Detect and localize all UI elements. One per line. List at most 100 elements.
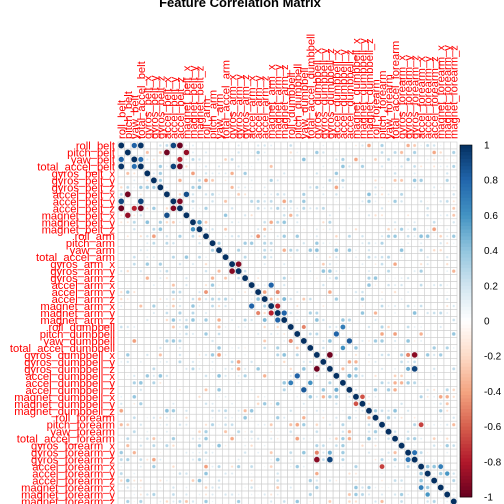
matrix-cell [443, 379, 451, 387]
matrix-cell [182, 358, 191, 366]
correlation-circle [269, 220, 274, 225]
matrix-cell [228, 337, 236, 345]
matrix-cell [437, 337, 445, 345]
correlation-circle [374, 486, 377, 489]
correlation-circle [244, 346, 247, 349]
correlation-circle [237, 458, 240, 461]
correlation-circle [315, 374, 319, 378]
correlation-circle [452, 472, 456, 476]
correlation-circle [335, 151, 338, 154]
matrix-cell [371, 141, 380, 150]
colorbar-tick-label: 0.4 [484, 246, 498, 257]
matrix-cell [332, 483, 340, 492]
correlation-circle [145, 150, 150, 155]
correlation-circle [418, 484, 424, 491]
correlation-circle [367, 325, 371, 329]
column-label: accel_forearm_z [429, 56, 441, 139]
correlation-circle [139, 277, 142, 280]
correlation-circle [204, 283, 208, 287]
correlation-circle [176, 198, 184, 205]
matrix-cell [300, 183, 308, 192]
matrix-cell [248, 379, 256, 387]
correlation-circle [139, 486, 142, 489]
matrix-cell [267, 379, 275, 387]
matrix-cell [398, 386, 406, 394]
correlation-circle [262, 248, 267, 252]
matrix-cell [384, 490, 393, 499]
colorbar-segment [460, 384, 472, 389]
correlation-circle [236, 248, 241, 253]
correlation-circle [437, 463, 444, 470]
matrix-cell [222, 141, 230, 150]
correlation-circle [283, 228, 286, 231]
correlation-circle [445, 409, 449, 413]
correlation-circle [170, 142, 177, 149]
matrix-cell [404, 399, 412, 408]
correlation-circle [211, 319, 214, 321]
correlation-circle [124, 191, 131, 198]
matrix-cell [450, 323, 458, 331]
correlation-circle [236, 499, 241, 504]
matrix-cell [261, 455, 269, 464]
correlation-circle [308, 185, 312, 189]
correlation-circle [178, 325, 182, 329]
matrix-cell [254, 379, 262, 387]
correlation-circle [125, 443, 130, 448]
matrix-cell [300, 162, 308, 171]
matrix-cell [293, 295, 301, 303]
matrix-cell [319, 309, 327, 317]
correlation-circle [307, 344, 314, 352]
matrix-cell [339, 141, 347, 150]
correlation-circle [191, 367, 195, 371]
matrix-cell [274, 211, 282, 220]
matrix-cell [248, 372, 256, 380]
matrix-cell [208, 469, 217, 478]
correlation-circle [426, 228, 429, 231]
correlation-circle [263, 199, 267, 203]
correlation-circle [211, 486, 214, 489]
matrix-cell [306, 413, 314, 422]
matrix-cell [235, 399, 243, 408]
correlation-circle [354, 255, 358, 259]
matrix-cell [182, 246, 191, 254]
correlation-circle [406, 360, 410, 364]
matrix-cell [430, 176, 438, 185]
correlation-circle [365, 407, 373, 415]
matrix-cell [182, 197, 191, 206]
matrix-cell [228, 330, 236, 338]
matrix-cell [430, 211, 438, 220]
matrix-cell [384, 372, 393, 380]
matrix-cell [398, 406, 406, 415]
matrix-cell [313, 141, 321, 150]
correlation-circle [294, 372, 301, 379]
correlation-circle [145, 373, 150, 378]
matrix-cell [437, 476, 445, 485]
correlation-circle [333, 372, 340, 380]
correlation-circle [159, 297, 162, 301]
correlation-circle [328, 380, 332, 385]
colorbar-segment [460, 257, 472, 262]
matrix-cell [248, 274, 256, 282]
matrix-cell [274, 393, 282, 401]
correlation-circle [393, 290, 397, 294]
correlation-circle [367, 360, 371, 364]
colorbar-segment [460, 240, 472, 244]
correlation-circle [439, 402, 443, 406]
correlation-circle [328, 437, 332, 440]
matrix-cell [169, 393, 177, 401]
matrix-cell [137, 344, 145, 352]
correlation-circle [393, 178, 397, 183]
correlation-circle [204, 256, 208, 259]
matrix-cell [437, 386, 445, 394]
matrix-cell [391, 351, 399, 359]
correlation-circle [340, 157, 345, 162]
matrix-cell [326, 469, 334, 478]
correlation-circle [133, 325, 136, 329]
matrix-cell [358, 497, 367, 504]
matrix-cell [398, 288, 406, 296]
matrix-cell [137, 448, 145, 457]
correlation-circle [203, 499, 209, 504]
matrix-cell [378, 316, 386, 324]
correlation-circle [309, 269, 312, 273]
colorbar-segment [460, 229, 472, 234]
